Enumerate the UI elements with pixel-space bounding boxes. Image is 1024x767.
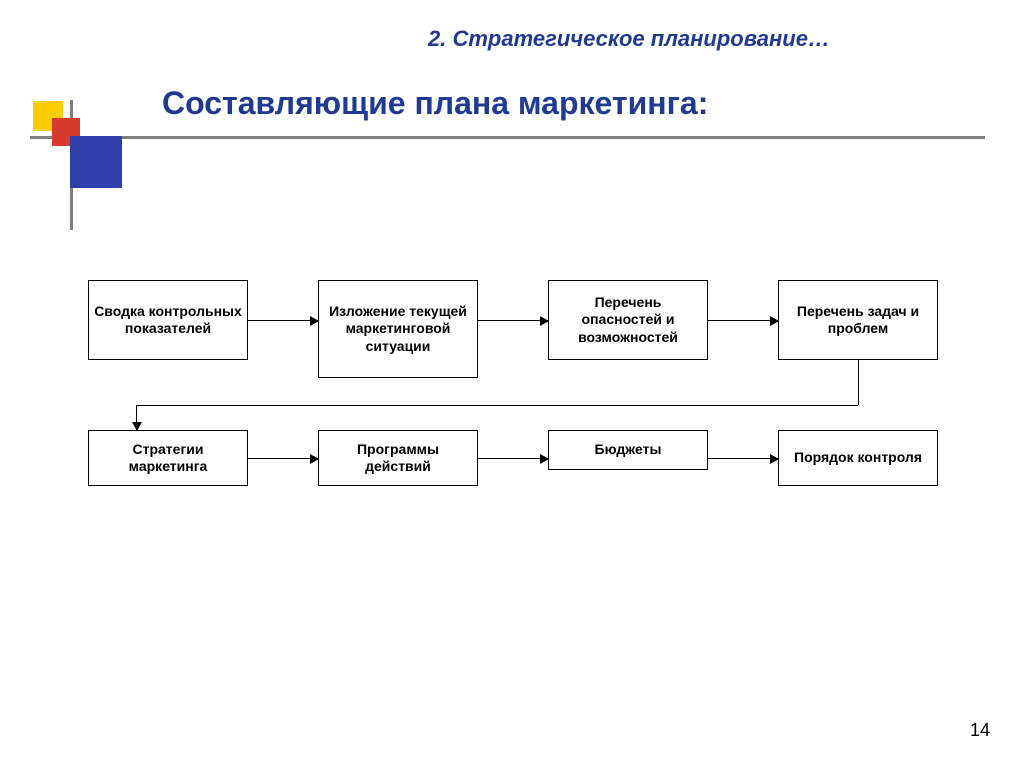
slide-title: Составляющие плана маркетинга: <box>162 85 708 122</box>
flow-arrow-h-2 <box>708 320 778 321</box>
flow-return-arrow-v <box>136 405 137 430</box>
flow-node-n4: Перечень задач и проблем <box>778 280 938 360</box>
flow-node-n8: Порядок контроля <box>778 430 938 486</box>
flow-return-seg-h <box>136 405 858 406</box>
flow-arrow-h-4 <box>478 458 548 459</box>
page-number: 14 <box>970 720 990 741</box>
decor-square-blue <box>70 136 122 188</box>
slide-subtitle: 2. Стратегическое планирование… <box>428 26 830 52</box>
flow-node-n3: Перечень опасностей и возможностей <box>548 280 708 360</box>
flow-arrow-h-5 <box>708 458 778 459</box>
flow-arrow-h-0 <box>248 320 318 321</box>
flow-node-n1: Сводка контрольных показателей <box>88 280 248 360</box>
flow-node-n7: Бюджеты <box>548 430 708 470</box>
flow-node-n5: Стратегии маркетинга <box>88 430 248 486</box>
flow-node-n6: Программы действий <box>318 430 478 486</box>
decor-line-h <box>30 136 985 139</box>
flow-arrow-h-1 <box>478 320 548 321</box>
flow-return-seg-v <box>858 360 859 405</box>
flow-arrow-h-3 <box>248 458 318 459</box>
flow-node-n2: Изложение текущей маркетинговой ситуации <box>318 280 478 378</box>
